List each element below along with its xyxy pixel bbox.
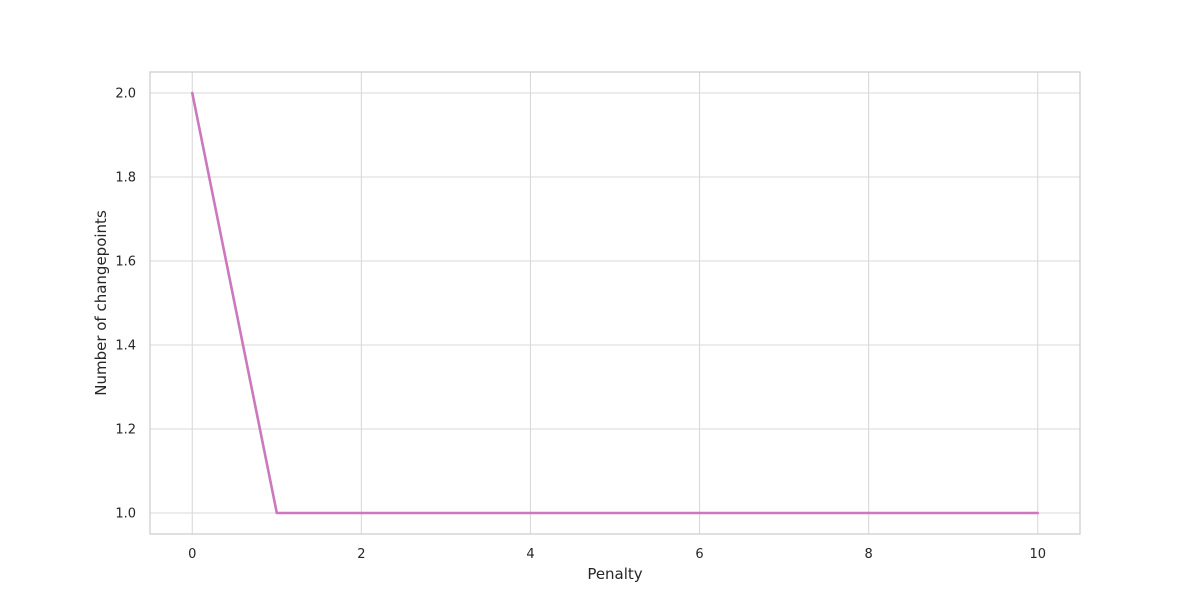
plot-frame bbox=[149, 71, 1081, 535]
series-line-0 bbox=[190, 91, 1040, 515]
series-group bbox=[190, 91, 1040, 515]
y-axis-label: Number of changepoints bbox=[92, 210, 110, 396]
y-tick-label-5: 2.0 bbox=[115, 87, 136, 102]
x-axis-label: Penalty bbox=[587, 565, 642, 583]
y-tick-label-1: 1.2 bbox=[115, 423, 136, 438]
y-tick-label-0: 1.0 bbox=[115, 507, 136, 522]
y-tick-labels: 1.0 1.2 1.4 1.6 1.8 2.0 bbox=[115, 87, 136, 522]
x-tick-label-5: 10 bbox=[1029, 547, 1046, 562]
x-tick-label-4: 8 bbox=[864, 547, 872, 562]
y-tick-label-4: 1.8 bbox=[115, 171, 136, 186]
y-tick-label-2: 1.4 bbox=[115, 339, 136, 354]
x-tick-labels: 0 2 4 6 8 10 bbox=[188, 547, 1046, 562]
x-tick-label-2: 4 bbox=[526, 547, 534, 562]
x-tick-label-3: 6 bbox=[695, 547, 703, 562]
x-tick-label-0: 0 bbox=[188, 547, 196, 562]
x-tick-label-1: 2 bbox=[357, 547, 365, 562]
y-tick-label-3: 1.6 bbox=[115, 255, 136, 270]
